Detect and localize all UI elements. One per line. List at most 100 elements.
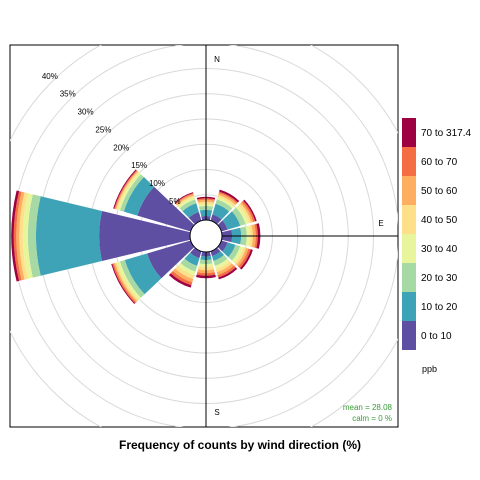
wedge-270-bin-1 — [35, 196, 103, 276]
legend-swatch-5 — [402, 176, 416, 205]
wedge-240-bin-3 — [117, 261, 141, 300]
wedge-210-bin-1 — [184, 252, 200, 266]
wedge-270-bin-7 — [11, 190, 20, 282]
wedge-270-bin-0 — [99, 211, 191, 261]
legend-swatch-0 — [402, 321, 416, 350]
wedge-300-bin-1 — [123, 177, 155, 216]
wedge-330-bin-7 — [174, 192, 194, 204]
wedge-240-bin-1 — [124, 253, 162, 295]
legend-swatch-4 — [402, 205, 416, 234]
wedge-330-bin-3 — [177, 196, 196, 209]
wedge-240-bin-4 — [115, 262, 139, 302]
wedge-330-bin-6 — [175, 193, 194, 205]
legend-swatch-6 — [402, 147, 416, 176]
legend-label-4: 40 to 50 — [421, 215, 458, 226]
legend-swatch-3 — [402, 234, 416, 263]
wedge-300-bin-4 — [116, 171, 140, 210]
wedge-60-bin-1 — [222, 211, 241, 230]
wedge-60-bin-2 — [231, 207, 246, 226]
wedge-60-bin-4 — [238, 203, 252, 224]
legend-label-5: 50 to 60 — [421, 186, 458, 197]
wedge-60-bin-0 — [217, 220, 228, 232]
wedge-150-bin-7 — [218, 267, 238, 280]
wedge-330-bin-4 — [176, 195, 195, 207]
wedge-60-bin-5 — [240, 202, 254, 223]
legend-label-2: 20 to 30 — [421, 273, 458, 284]
legend-swatch-2 — [402, 263, 416, 292]
wedge-240-bin-0 — [147, 240, 195, 279]
wedge-210-bin-6 — [170, 271, 193, 286]
wedge-330-bin-0 — [188, 211, 202, 225]
wedge-60-bin-3 — [235, 205, 249, 225]
wedge-150-bin-2 — [213, 254, 228, 266]
radial-tick-labels: 5% 10%15%20%25%30%35%40% — [42, 72, 181, 206]
wedge-270-bin-4 — [19, 192, 28, 280]
compass-label-E: E — [378, 219, 383, 228]
wedge-30-bin-7 — [219, 189, 240, 203]
wedge-120-bin-7 — [239, 249, 253, 270]
wedge-330-bin-2 — [179, 199, 197, 212]
wedge-210-bin-5 — [172, 268, 194, 283]
wedge-300-bin-0 — [137, 186, 195, 232]
compass-axes — [189, 45, 398, 427]
legend-unit-label: ppb — [422, 364, 437, 374]
wedge-300-bin-3 — [117, 172, 141, 211]
compass-labels: N E S — [214, 55, 384, 417]
calm-stat: calm = 0 % — [352, 414, 392, 423]
legend-label-7: 70 to 317.4 — [421, 128, 471, 139]
chart-title: Frequency of counts by wind direction (%… — [118, 438, 361, 452]
wedge-270-bin-2 — [27, 194, 41, 278]
legend-label-0: 0 to 10 — [421, 331, 452, 342]
radial-tick-label-20: 20% — [113, 143, 129, 152]
wedge-330-bin-1 — [182, 203, 199, 218]
wedge-270-bin-3 — [22, 193, 33, 279]
radial-tick-label-25: 25% — [95, 125, 111, 134]
legend-swatch-1 — [402, 292, 416, 321]
wedge-150-bin-3 — [214, 258, 230, 270]
wedge-120-bin-2 — [228, 244, 241, 261]
legend-label-1: 10 to 20 — [421, 302, 458, 313]
radial-tick-label-5: 5% — [169, 197, 181, 206]
wedge-210-bin-7 — [168, 273, 192, 288]
wedge-120-bin-6 — [238, 248, 251, 269]
wedge-30-bin-3 — [216, 196, 235, 209]
legend-label-3: 30 to 40 — [421, 244, 458, 255]
wedge-120-bin-5 — [236, 247, 249, 267]
wedge-150-bin-6 — [217, 265, 236, 278]
wedge-150-bin-5 — [216, 263, 235, 276]
wedge-210-bin-4 — [175, 265, 195, 279]
wedge-330-bin-5 — [175, 194, 194, 206]
wedge-60-bin-7 — [243, 199, 257, 222]
legend-swatch-7 — [402, 118, 416, 147]
wedge-210-bin-2 — [180, 258, 198, 272]
wedge-270-bin-6 — [13, 191, 22, 281]
wedge-120-bin-3 — [231, 246, 244, 264]
radial-tick-label-15: 15% — [131, 161, 147, 170]
wedge-30-bin-0 — [210, 214, 222, 225]
wedge-150-bin-1 — [211, 251, 224, 262]
wedge-240-bin-6 — [112, 263, 137, 304]
legend-label-6: 60 to 70 — [421, 157, 458, 168]
wedge-30-bin-1 — [212, 203, 230, 220]
wedge-150-bin-4 — [215, 261, 232, 273]
wedge-60-bin-6 — [241, 200, 256, 222]
wedge-210-bin-3 — [177, 262, 196, 276]
radial-tick-label-35: 35% — [60, 90, 76, 99]
wedge-30-bin-4 — [217, 194, 236, 207]
wedge-150-bin-0 — [210, 247, 221, 257]
radial-tick-label-30: 30% — [78, 108, 94, 117]
wedge-30-bin-5 — [218, 193, 237, 205]
wedge-240-bin-2 — [119, 260, 145, 298]
wedge-120-bin-4 — [234, 247, 247, 265]
wedge-30-bin-6 — [218, 191, 238, 204]
wedge-120-bin-0 — [217, 240, 228, 252]
mean-stat: mean = 28.08 — [343, 403, 393, 412]
wedge-300-bin-2 — [119, 174, 144, 212]
compass-label-S: S — [214, 408, 219, 417]
wedge-240-bin-5 — [113, 262, 138, 303]
radial-tick-label-10: 10% — [149, 179, 165, 188]
wedge-120-bin-1 — [222, 242, 236, 258]
compass-label-N: N — [214, 55, 220, 64]
radial-tick-label-40: 40% — [42, 72, 58, 81]
